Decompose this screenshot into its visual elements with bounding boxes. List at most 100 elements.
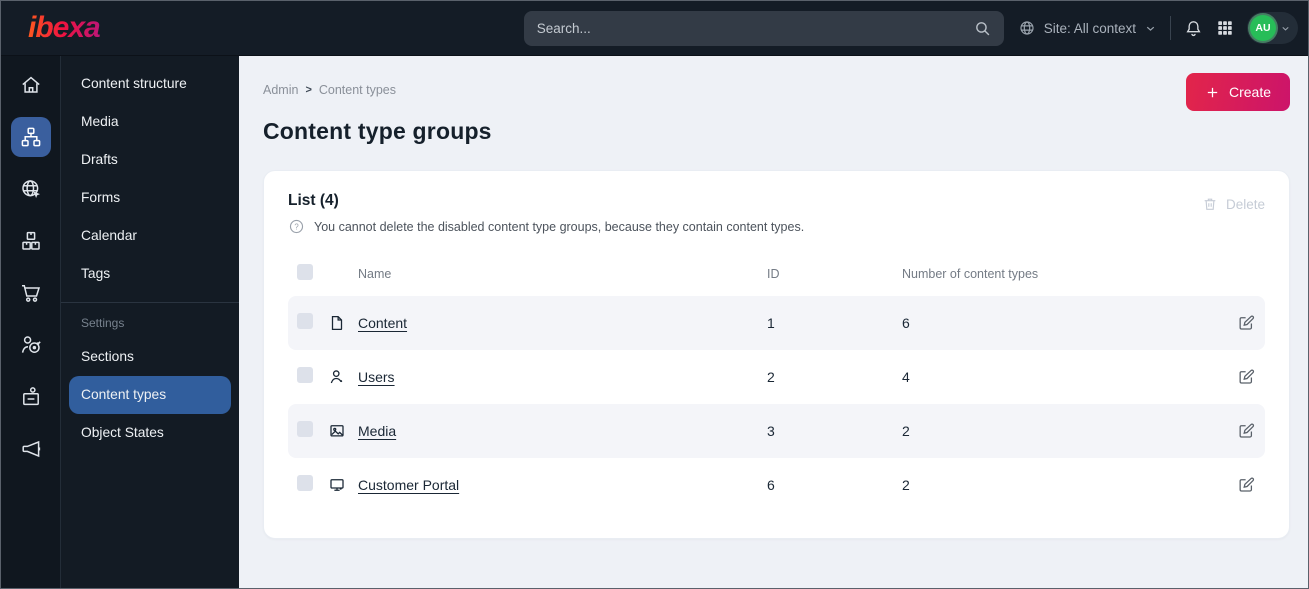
corporate-nav-button[interactable] [11,377,51,417]
icon-rail [1,56,61,588]
group-id: 2 [767,369,775,385]
content-type-groups-card: List (4) ? You cannot delete the disable… [263,170,1290,539]
group-link[interactable]: Customer Portal [358,477,460,493]
site-context-selector[interactable]: Site: All context [1018,19,1157,37]
breadcrumb-separator: > [305,84,312,96]
sidebar-item-media[interactable]: Media [61,103,239,141]
sidebar-item-content-structure[interactable]: Content structure [61,65,239,103]
svg-text:?: ? [294,222,299,231]
group-link[interactable]: Media [358,423,397,439]
row-checkbox[interactable] [297,312,313,329]
site-nav-button[interactable] [11,169,51,209]
group-count: 2 [902,423,910,439]
chevron-down-icon [1280,23,1291,34]
notifications-button[interactable] [1184,19,1203,38]
sidebar-item-forms[interactable]: Forms [61,179,239,217]
file-icon [328,314,358,332]
avatar: AU [1250,15,1276,41]
sidebar-item-tags[interactable]: Tags [61,255,239,293]
sidebar-item-drafts[interactable]: Drafts [61,141,239,179]
sidebar-menu: Content structure Media Drafts Forms Cal… [61,56,239,588]
main-content: Admin > Content types Create Content typ… [239,56,1308,588]
topbar-divider [1170,16,1171,40]
home-icon [19,73,43,97]
plus-icon [1205,85,1220,100]
home-nav-button[interactable] [11,65,51,105]
row-checkbox[interactable] [297,474,313,491]
table-row: Customer Portal 6 2 [288,458,1265,512]
briefcase-person-icon [19,385,43,409]
group-id: 1 [767,315,775,331]
create-button-label: Create [1228,84,1271,100]
bell-icon [1184,19,1203,38]
group-count: 2 [902,477,910,493]
table-row: Content 1 6 [288,296,1265,350]
breadcrumb-admin[interactable]: Admin [263,83,299,97]
grid-icon [1216,19,1234,37]
user-icon [328,368,358,386]
group-id: 3 [767,423,775,439]
megaphone-icon [19,437,43,461]
sidebar-item-calendar[interactable]: Calendar [61,217,239,255]
monitor-icon [328,476,358,494]
group-link[interactable]: Users [358,369,395,385]
globe-icon [1018,19,1036,37]
table-header-row: Name ID Number of content types [288,257,1265,291]
row-checkbox[interactable] [297,366,313,383]
topbar-right-controls: Site: All context AU [1018,12,1298,44]
column-header-count: Number of content types [902,267,1039,281]
breadcrumb-content-types[interactable]: Content types [318,83,397,97]
column-header-name: Name [358,267,392,281]
page-title: Content type groups [263,118,492,144]
ibexa-logo[interactable]: ibexa [28,11,101,44]
globe-cursor-icon [19,177,43,201]
delete-button[interactable]: Delete [1202,196,1265,212]
sidebar-item-content-types[interactable]: Content types [69,376,231,414]
search-icon[interactable] [974,20,991,37]
content-nav-button[interactable] [10,117,51,157]
delete-button-label: Delete [1225,196,1265,212]
sidebar-settings-heading: Settings [81,316,125,330]
list-title: List (4) [288,192,339,209]
table-row: Media 3 2 [288,404,1265,458]
logo-area: ibexa [1,13,239,43]
group-id: 6 [767,477,775,493]
edit-button[interactable] [1237,476,1255,494]
edit-button[interactable] [1237,368,1255,386]
search-input[interactable] [536,20,974,36]
sidebar-item-object-states[interactable]: Object States [61,414,239,452]
commerce-nav-button[interactable] [11,273,51,313]
row-checkbox[interactable] [297,420,313,437]
edit-button[interactable] [1237,422,1255,440]
table-row: Users 2 4 [288,350,1265,404]
person-target-icon [19,333,43,357]
select-all-checkbox[interactable] [297,263,313,280]
cart-icon [19,281,43,305]
list-info-text: You cannot delete the disabled content t… [314,219,805,234]
user-menu[interactable]: AU [1247,12,1298,44]
image-icon [328,422,358,440]
chevron-down-icon [1144,22,1157,35]
marketing-nav-button[interactable] [11,429,51,469]
create-button[interactable]: Create [1185,73,1290,111]
global-search [523,10,1004,46]
content-type-groups-table: Name ID Number of content types Content … [288,257,1265,512]
boxes-icon [19,229,43,253]
trash-icon [1202,196,1218,212]
product-catalog-nav-button[interactable] [11,221,51,261]
sitemap-icon [19,125,43,149]
app-switcher-button[interactable] [1216,19,1234,37]
customers-nav-button[interactable] [11,325,51,365]
group-count: 6 [902,315,910,331]
help-icon: ? [288,218,305,235]
group-link[interactable]: Content [358,315,408,331]
edit-button[interactable] [1237,314,1255,332]
sidebar-item-sections[interactable]: Sections [61,338,239,376]
site-context-label: Site: All context [1043,20,1136,36]
breadcrumb: Admin > Content types [263,83,396,97]
group-count: 4 [902,369,910,385]
column-header-id: ID [767,267,780,281]
sidebar-divider [61,302,239,303]
top-bar: ibexa Site: All context [1,1,1308,56]
